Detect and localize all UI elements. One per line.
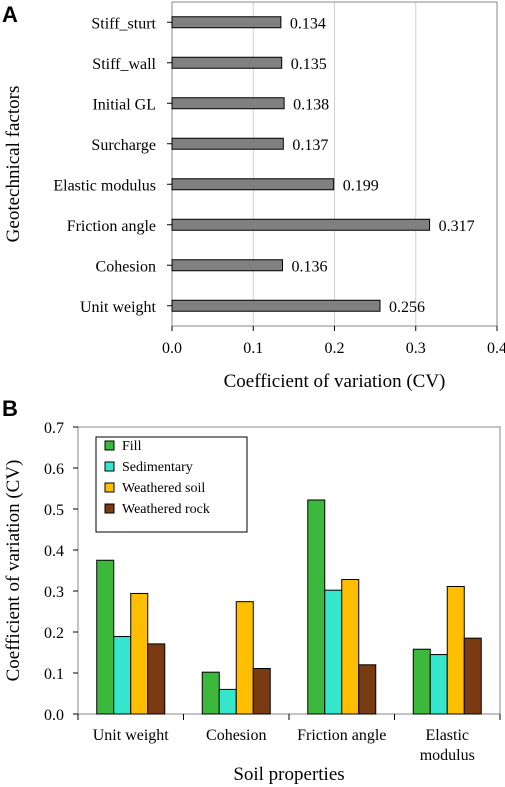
bar [324, 589, 343, 715]
bar [171, 259, 283, 272]
y-tick-label: 0.5 [44, 502, 64, 519]
data-label: 0.134 [290, 15, 326, 32]
y-tick-label: 0.3 [44, 584, 64, 601]
category-label: Initial GL [92, 96, 156, 113]
data-label: 0.135 [291, 56, 327, 73]
bar [235, 601, 254, 715]
bar [130, 592, 149, 715]
y-axis-title: Geotechnical factors [3, 86, 24, 243]
category-label: Cohesion [96, 258, 156, 275]
bar [147, 643, 166, 715]
y-axis-title: Coefficient of variation (CV) [3, 460, 24, 682]
x-axis-title: Soil properties [233, 764, 344, 785]
data-label: 0.199 [343, 177, 379, 194]
bar [171, 56, 283, 69]
legend-label: Fill [122, 439, 142, 454]
bar [463, 637, 482, 715]
y-tick-label: 0.4 [44, 543, 64, 560]
legend-swatch [104, 503, 115, 514]
chart-b: 0.0 0.1 0.2 0.3 0.4 0.5 0.6 0.7 Unit weight Cohes… [3, 420, 501, 785]
panel-a-letter: A [2, 2, 18, 27]
bar [171, 16, 282, 29]
bar [446, 585, 465, 715]
bar [201, 671, 220, 715]
legend-label: Weathered soil [122, 481, 205, 496]
y-tick-label: 0.0 [44, 707, 64, 724]
category-label: Stiff_wall [92, 56, 156, 73]
bar [412, 648, 431, 715]
legend-swatch [104, 440, 115, 451]
x-tick-label: 0.1 [243, 340, 263, 357]
bar [358, 664, 377, 715]
category-label: modulus [420, 747, 475, 764]
data-label: 0.138 [293, 96, 329, 113]
legend-label: Sedimentary [122, 460, 193, 475]
bar [218, 688, 237, 715]
bar [429, 654, 448, 715]
x-tick-label: 0.0 [162, 340, 182, 357]
bar [171, 137, 284, 150]
x-axis-title: Coefficient of variation (CV) [224, 371, 446, 392]
category-label: Unit weight [93, 727, 170, 744]
legend-box [95, 436, 248, 533]
category-label: Elastic modulus [53, 177, 156, 194]
x-tick-label: 0.3 [406, 340, 426, 357]
y-tick-label: 0.1 [44, 666, 64, 683]
bar [171, 178, 335, 191]
x-tick-label: 0.4 [487, 340, 505, 357]
y-tick-label: 0.7 [44, 420, 64, 437]
category-label: Cohesion [206, 727, 266, 744]
data-label: 0.137 [292, 137, 328, 154]
category-label: Friction angle [67, 218, 156, 235]
legend-label: Weathered rock [122, 502, 210, 517]
category-label: Stiff_sturt [91, 15, 156, 32]
panel-b-letter: B [2, 396, 18, 421]
bar [113, 636, 132, 715]
data-label: 0.136 [292, 258, 328, 275]
bar [171, 97, 285, 110]
category-label: Elastic [425, 727, 469, 744]
y-tick-label: 0.2 [44, 625, 64, 642]
legend-swatch [104, 482, 115, 493]
bar [307, 499, 326, 715]
category-label: Unit weight [80, 299, 157, 316]
bar [252, 667, 271, 715]
category-label: Friction angle [297, 727, 386, 744]
bar [171, 299, 381, 312]
bar [171, 218, 431, 231]
chart-a: 0.134 Stiff_sturt 0.135 Stiff_wall 0.138 Init… [3, 1, 505, 392]
y-tick-label: 0.6 [44, 461, 64, 478]
category-label: Surcharge [91, 137, 156, 154]
x-tick-label: 0.2 [325, 340, 345, 357]
bar [341, 579, 360, 715]
legend-swatch [104, 461, 115, 472]
data-label: 0.256 [389, 299, 425, 316]
bar [96, 559, 115, 715]
data-label: 0.317 [439, 218, 475, 235]
